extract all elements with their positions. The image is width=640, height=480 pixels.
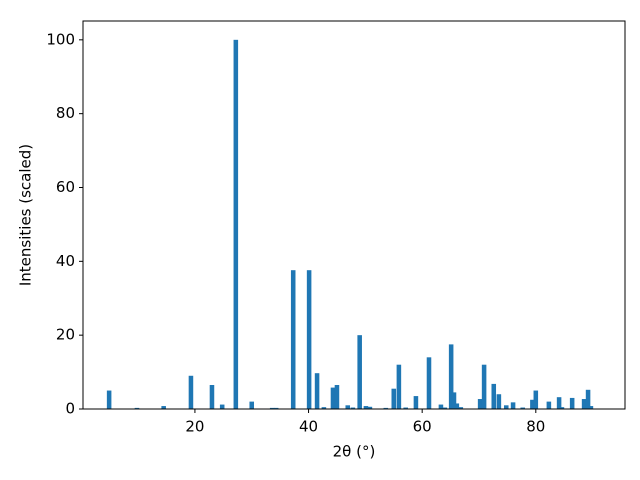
bar	[249, 401, 255, 409]
bar	[306, 270, 312, 409]
bar	[569, 397, 575, 409]
bar	[367, 406, 373, 409]
bar	[391, 388, 397, 409]
x-tick-label: 80	[526, 418, 545, 436]
bar	[588, 406, 594, 409]
bar	[454, 403, 460, 409]
bar	[334, 385, 340, 409]
bar	[556, 397, 562, 409]
bar	[321, 407, 327, 409]
bar	[442, 407, 448, 409]
y-tick-label: 40	[56, 252, 75, 270]
y-tick-label: 0	[65, 400, 75, 418]
bar	[533, 390, 539, 409]
bar	[559, 407, 565, 409]
bar	[134, 407, 140, 409]
bar	[233, 39, 239, 409]
y-tick-label: 60	[56, 178, 75, 196]
x-tick-label: 20	[185, 418, 204, 436]
bar	[503, 405, 509, 409]
bar	[477, 399, 483, 409]
bar	[273, 407, 279, 409]
bar	[161, 406, 166, 409]
bar	[413, 396, 419, 409]
bar	[426, 357, 432, 409]
bar	[448, 344, 454, 409]
bar	[106, 390, 112, 409]
bar	[269, 407, 275, 409]
x-axis-label: 2θ (°)	[333, 443, 376, 461]
bar	[219, 404, 225, 409]
bar	[481, 364, 487, 409]
bar	[330, 387, 336, 409]
bar	[209, 385, 215, 409]
bar	[510, 402, 516, 409]
bar	[546, 401, 552, 409]
bar	[403, 407, 408, 409]
bar	[350, 407, 356, 409]
bar	[581, 399, 587, 409]
bar	[314, 373, 320, 409]
bar	[496, 394, 502, 409]
y-tick-label: 20	[56, 326, 75, 344]
bar	[585, 389, 591, 409]
bar	[451, 392, 457, 409]
bar	[357, 335, 362, 409]
bar	[383, 407, 389, 409]
x-tick-label: 60	[413, 418, 432, 436]
bar	[290, 270, 296, 409]
bar	[438, 404, 444, 409]
bar	[188, 375, 194, 409]
y-tick-label: 100	[46, 30, 75, 48]
bar	[396, 364, 402, 409]
bar	[345, 405, 351, 409]
plot-frame	[82, 20, 626, 410]
bar	[363, 406, 369, 409]
bar	[520, 407, 526, 409]
bar	[530, 399, 535, 409]
x-tick-label: 40	[299, 418, 318, 436]
y-axis-label: Intensities (scaled)	[17, 144, 35, 286]
bar	[491, 383, 497, 409]
bar	[458, 407, 464, 409]
y-tick-label: 80	[56, 104, 75, 122]
